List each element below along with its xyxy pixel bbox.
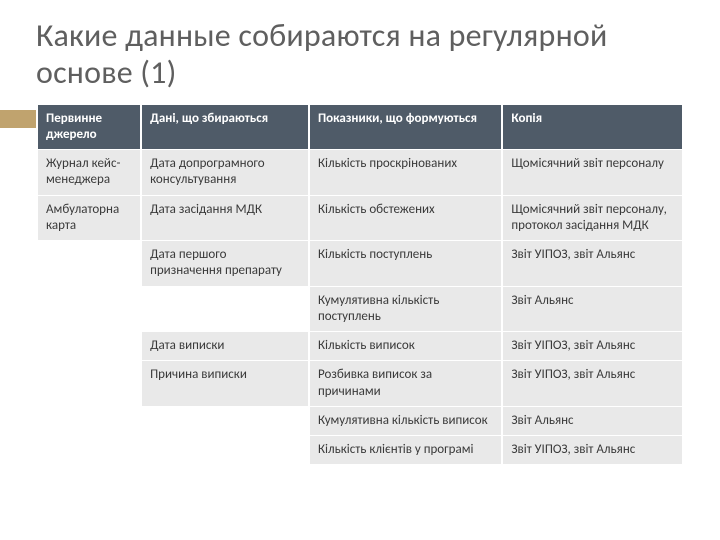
- table-cell: Кумулятивна кількість поступлень: [310, 287, 501, 332]
- table-cell: Кількість обстежених: [310, 196, 501, 241]
- table-cell: [38, 436, 140, 464]
- table-cell: [142, 436, 308, 464]
- table-cell: [38, 332, 140, 360]
- table-row: Кумулятивна кількість поступленьЗвіт Аль…: [38, 287, 682, 332]
- table-cell: Причина виписки: [142, 361, 308, 406]
- table-row: Амбулаторна картаДата засідання МДККільк…: [38, 196, 682, 241]
- slide-title: Какие данные собираются на регулярной ос…: [36, 18, 684, 92]
- table-row: Кумулятивна кількість виписокЗвіт Альянс: [38, 407, 682, 435]
- table-row: Дата випискиКількість виписокЗвіт УІПОЗ,…: [38, 332, 682, 360]
- table-cell: Звіт Альянс: [503, 407, 682, 435]
- table-cell: Кількість клієнтів у програмі: [310, 436, 501, 464]
- accent-bar: [0, 110, 36, 128]
- col-header: Копія: [503, 105, 682, 150]
- table-cell: [142, 407, 308, 435]
- table-cell: [142, 287, 308, 332]
- table-cell: [38, 241, 140, 286]
- table-cell: Журнал кейс-менеджера: [38, 150, 140, 195]
- table-cell: Дата допрограмного консультування: [142, 150, 308, 195]
- table-cell: Звіт УІПОЗ, звіт Альянс: [503, 332, 682, 360]
- table-cell: Дата першого призначення препарату: [142, 241, 308, 286]
- data-table: Первинне джерело Дані, що збираються Пок…: [36, 104, 684, 466]
- table-row: Кількість клієнтів у програміЗвіт УІПОЗ,…: [38, 436, 682, 464]
- table-cell: Кількість виписок: [310, 332, 501, 360]
- table-cell: Звіт УІПОЗ, звіт Альянс: [503, 241, 682, 286]
- table-cell: Щомісячний звіт персоналу, протокол засі…: [503, 196, 682, 241]
- table-cell: [38, 287, 140, 332]
- table-cell: Кількість поступлень: [310, 241, 501, 286]
- table-header-row: Первинне джерело Дані, що збираються Пок…: [38, 105, 682, 150]
- col-header: Первинне джерело: [38, 105, 140, 150]
- table-cell: Кількість проскрінованих: [310, 150, 501, 195]
- col-header: Дані, що збираються: [142, 105, 308, 150]
- table-cell: Звіт УІПОЗ, звіт Альянс: [503, 361, 682, 406]
- table-cell: Амбулаторна карта: [38, 196, 140, 241]
- slide: Какие данные собираются на регулярной ос…: [0, 0, 720, 540]
- table-cell: Щомісячний звіт персоналу: [503, 150, 682, 195]
- table-cell: Розбивка виписок за причинами: [310, 361, 501, 406]
- table-row: Дата першого призначення препаратуКількі…: [38, 241, 682, 286]
- table-cell: Кумулятивна кількість виписок: [310, 407, 501, 435]
- table-cell: [38, 361, 140, 406]
- table-row: Причина випискиРозбивка виписок за причи…: [38, 361, 682, 406]
- table-cell: Звіт УІПОЗ, звіт Альянс: [503, 436, 682, 464]
- table-cell: Дата засідання МДК: [142, 196, 308, 241]
- col-header: Показники, що формуються: [310, 105, 501, 150]
- table-cell: [38, 407, 140, 435]
- table-cell: Звіт Альянс: [503, 287, 682, 332]
- table-row: Журнал кейс-менеджераДата допрограмного …: [38, 150, 682, 195]
- table-cell: Дата виписки: [142, 332, 308, 360]
